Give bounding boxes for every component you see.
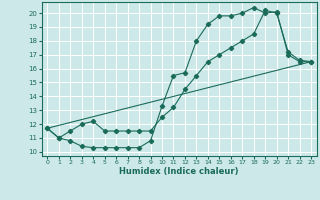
X-axis label: Humidex (Indice chaleur): Humidex (Indice chaleur) <box>119 167 239 176</box>
